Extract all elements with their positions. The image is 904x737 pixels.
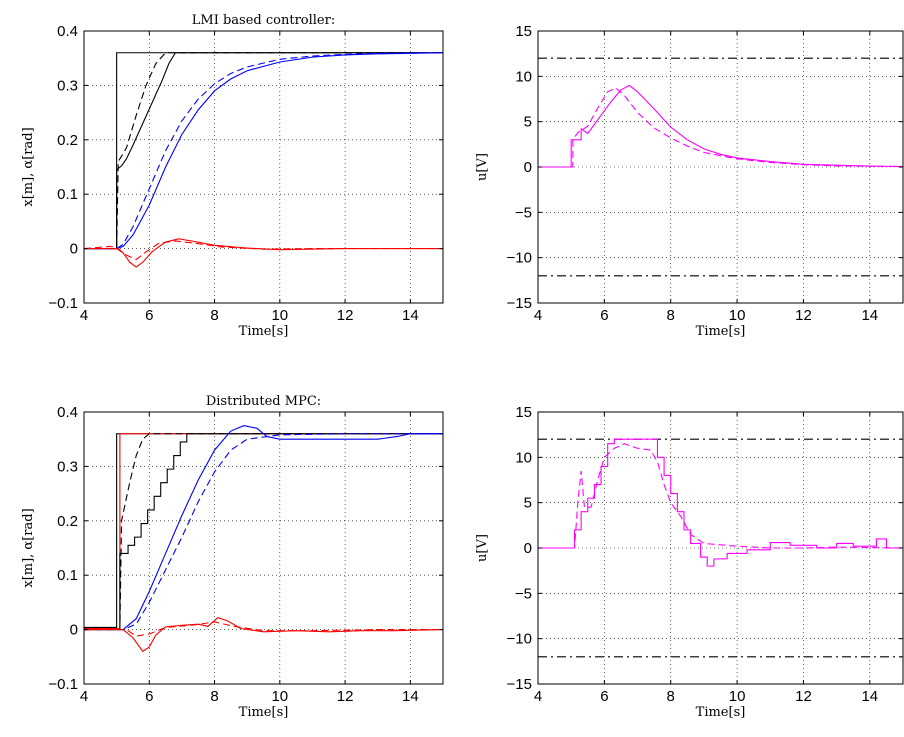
- series-red-dashed: [83, 240, 443, 261]
- x-tick-label: 4: [534, 688, 542, 705]
- series-red-solid: [84, 617, 444, 653]
- series-red-solid: [84, 433, 443, 630]
- series-magenta-dashed: [538, 87, 904, 168]
- series-blue-solid: [84, 425, 443, 631]
- x-axis-label: Time[s]: [696, 324, 746, 339]
- x-tick-label: 14: [402, 307, 419, 324]
- chart-2: 4 6 8 10 12 14 −15 −10 −5 0 5 10 15 Time[s] u[V]: [475, 23, 904, 339]
- series-black-solid: [84, 52, 443, 250]
- y-tick-label: 5: [524, 114, 532, 131]
- x-axis-label: Time[s]: [239, 705, 289, 720]
- x-tick-label: 4: [534, 307, 542, 324]
- x-tick-label: 8: [210, 307, 218, 324]
- y-tick-label: 0: [70, 241, 78, 258]
- x-tick-label: 8: [210, 688, 218, 705]
- x-tick-label: 14: [402, 688, 419, 705]
- y-tick-label: 5: [524, 495, 532, 512]
- y-axis-label: u[V]: [475, 534, 490, 562]
- series-black-dashed: [84, 433, 443, 631]
- x-tick-label: 12: [795, 307, 812, 324]
- x-tick-label: 6: [145, 307, 153, 324]
- series-magenta-solid: [538, 84, 904, 168]
- series-black-solid: [84, 433, 443, 628]
- x-tick-label: 10: [271, 307, 288, 324]
- y-tick-label: 0.4: [57, 404, 78, 421]
- y-tick-label: 15: [515, 23, 532, 40]
- x-tick-label: 4: [80, 688, 88, 705]
- x-tick-label: 6: [600, 307, 608, 324]
- x-tick-label: 6: [145, 688, 153, 705]
- x-tick-label: 10: [729, 307, 746, 324]
- y-tick-label: −0.1: [48, 295, 78, 312]
- series-blue-dashed: [84, 433, 443, 631]
- series-black-solid: [84, 52, 443, 250]
- x-tick-label: 6: [600, 688, 608, 705]
- series-black-dashed: [84, 52, 443, 250]
- x-tick-label: 8: [667, 307, 675, 324]
- y-tick-label: −15: [507, 295, 532, 312]
- y-tick-label: −5: [515, 585, 532, 602]
- chart-title: Distributed MPC:: [206, 394, 321, 409]
- y-tick-label: 10: [515, 449, 532, 466]
- y-axis-label: x[m], α[rad]: [21, 127, 36, 206]
- x-tick-label: 8: [667, 688, 675, 705]
- plot-frame: [83, 411, 444, 685]
- series-blue-solid: [84, 52, 444, 250]
- series-red-solid: [84, 238, 443, 268]
- y-axis-label: u[V]: [475, 153, 490, 181]
- chart-3: 4 6 8 10 12 14 −0.1 0 0.1 0.2 0.3 0.4 Time[s] x[m], α…: [21, 394, 444, 720]
- y-tick-label: −0.1: [48, 676, 78, 693]
- y-tick-label: 10: [515, 68, 532, 85]
- y-tick-label: 0: [70, 622, 78, 639]
- y-tick-label: 0.4: [57, 23, 78, 40]
- y-tick-label: −10: [507, 631, 532, 648]
- y-axis-label: x[m], α[rad]: [21, 508, 36, 587]
- x-tick-label: 12: [795, 688, 812, 705]
- x-tick-label: 10: [729, 688, 746, 705]
- x-tick-label: 12: [337, 688, 354, 705]
- x-axis-label: Time[s]: [239, 324, 289, 339]
- chart-title: LMI based controller:: [192, 13, 335, 28]
- y-tick-label: −10: [507, 250, 532, 267]
- y-tick-label: 0: [524, 540, 532, 557]
- chart-4: 4 6 8 10 12 14 −15 −10 −5 0 5 10 15 Time[s] u[V]: [475, 404, 904, 720]
- x-tick-label: 12: [337, 307, 354, 324]
- x-tick-label: 4: [80, 307, 88, 324]
- plot-frame: [537, 30, 904, 304]
- x-tick-label: 14: [861, 688, 878, 705]
- series-blue-dashed: [84, 52, 444, 250]
- y-tick-label: −15: [507, 676, 532, 693]
- y-tick-label: 15: [515, 404, 532, 421]
- series-black-solid: [84, 433, 443, 631]
- series-red-dashed: [84, 621, 443, 637]
- y-tick-label: 0.3: [57, 77, 78, 94]
- y-tick-label: 0: [524, 159, 532, 176]
- x-axis-label: Time[s]: [696, 705, 746, 720]
- y-tick-label: 0.3: [57, 458, 78, 475]
- chart-1: 4 6 8 10 12 14 −0.1 0 0.1 0.2 0.3 0.4 Time[s] x[m], α…: [21, 13, 444, 339]
- series-magenta-dashed: [538, 443, 904, 549]
- series-magenta-solid: [538, 438, 903, 567]
- y-tick-label: 0.2: [57, 513, 78, 530]
- plot-frame: [83, 30, 444, 304]
- y-tick-label: −5: [515, 204, 532, 221]
- y-tick-label: 0.1: [57, 567, 78, 584]
- y-tick-label: 0.1: [57, 186, 78, 203]
- plot-frame: [537, 411, 904, 685]
- x-tick-label: 10: [271, 688, 288, 705]
- y-tick-label: 0.2: [57, 132, 78, 149]
- x-tick-label: 14: [861, 307, 878, 324]
